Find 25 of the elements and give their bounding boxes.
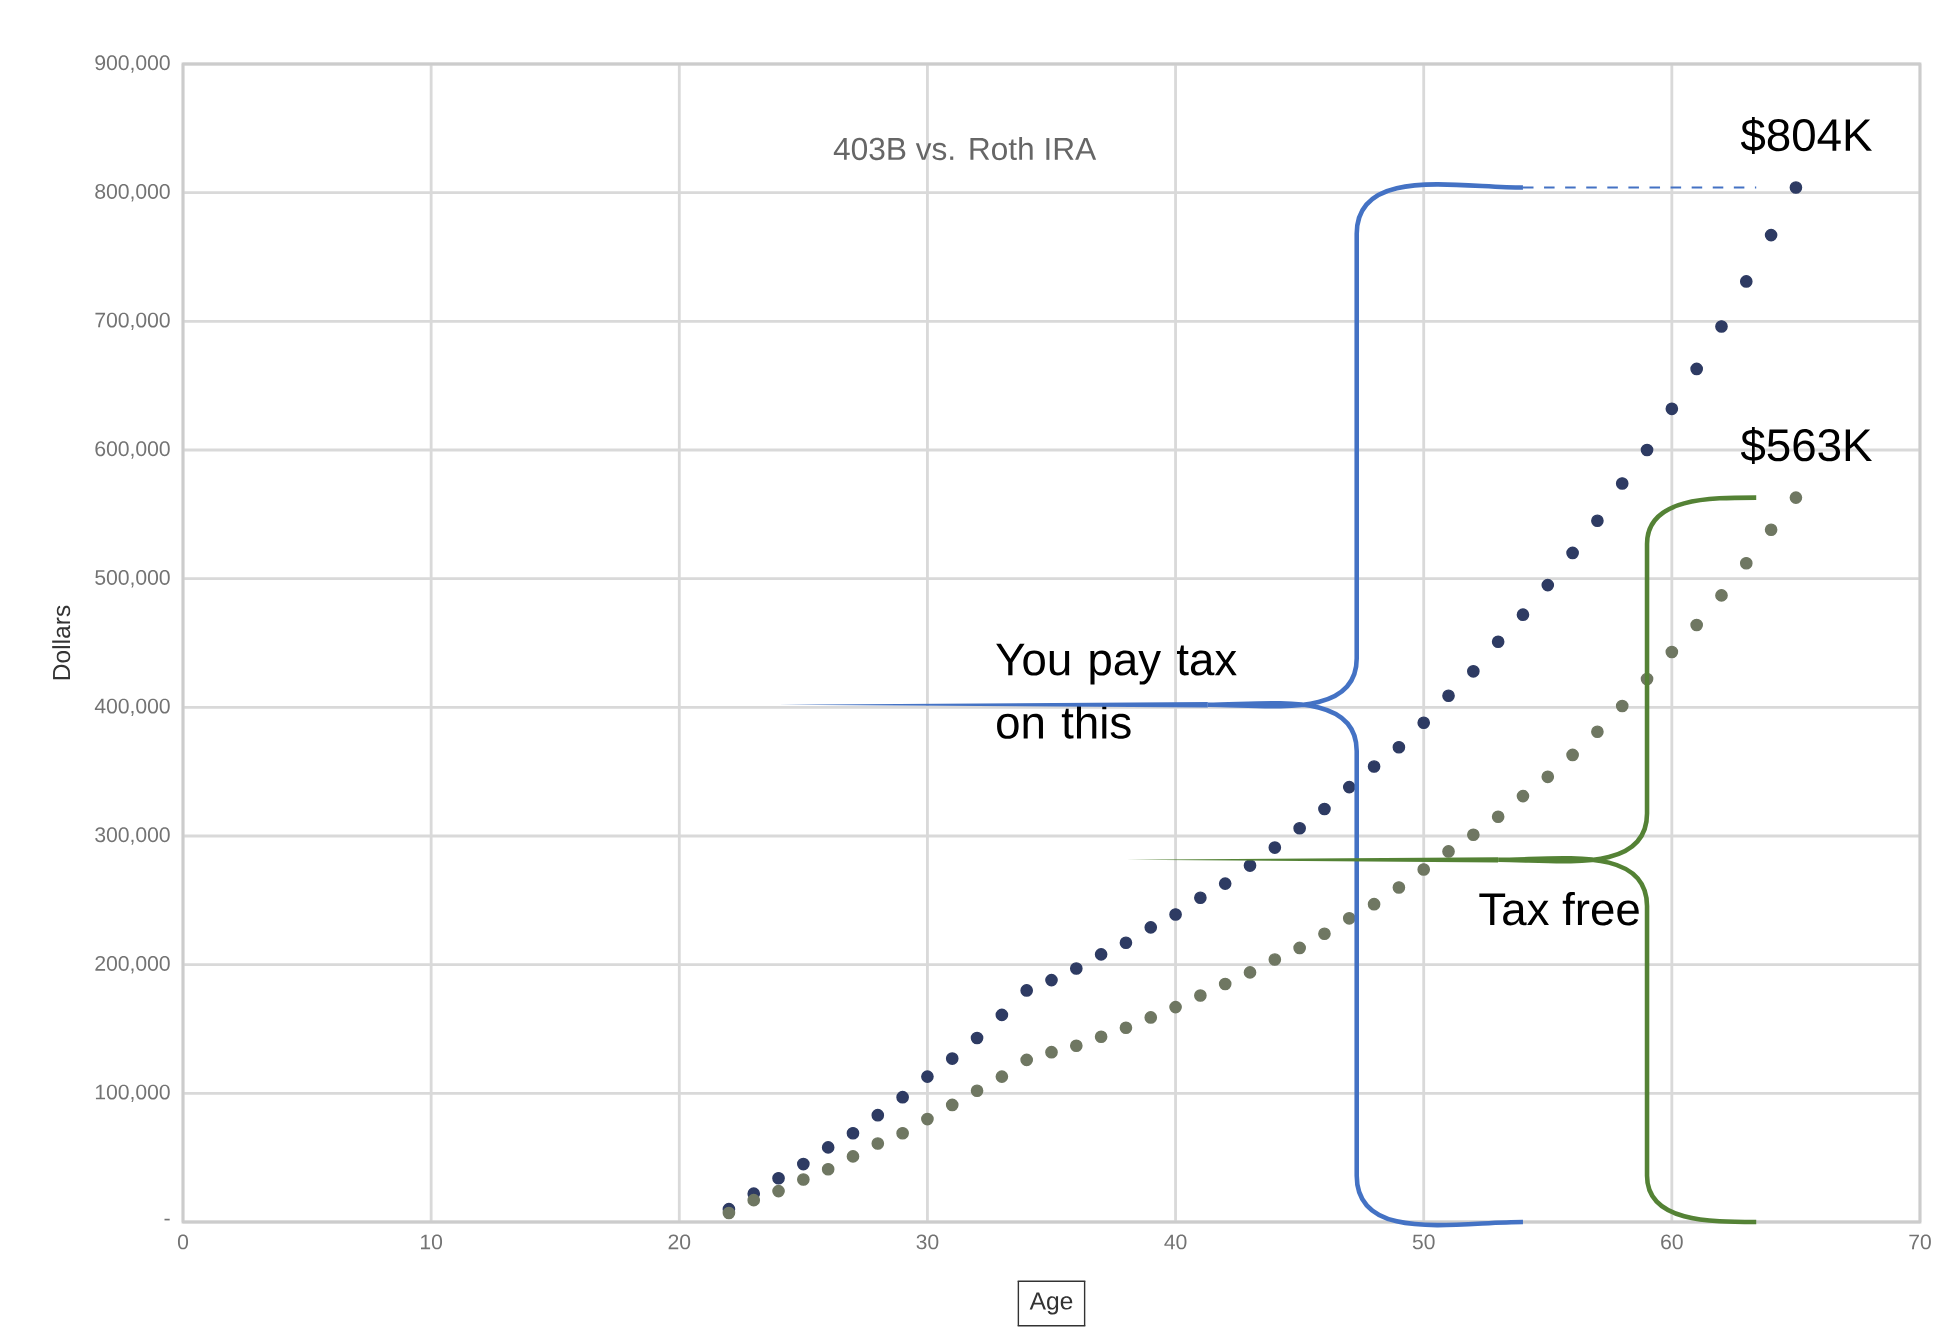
y-axis-title: Dollars (52, 605, 71, 680)
x-tick-label: 40 (1164, 1234, 1187, 1250)
y-tick-label: 100,000 (95, 1084, 170, 1103)
x-tick-label: 70 (1909, 1234, 1931, 1250)
x-tick-label: 10 (421, 1234, 443, 1250)
annotation: $563K (1740, 427, 1872, 465)
y-tick-label: 300,000 (95, 827, 170, 845)
x-tick-label: 0 (177, 1234, 189, 1250)
y-tick-label: 900,000 (95, 55, 170, 73)
y-tick-label: 600,000 (95, 441, 170, 459)
text: 403B vs. Roth IRA (833, 136, 1097, 161)
y-tick-label: 700,000 (95, 312, 170, 331)
x-axis-title: Age (1029, 1292, 1073, 1315)
annotation: Tax free (1479, 891, 1639, 926)
y-tick-label: 500,000 (95, 569, 170, 588)
x-tick-label: 30 (916, 1234, 939, 1250)
x-tick-label: 60 (1661, 1234, 1683, 1250)
annotation: $804K (1740, 117, 1872, 154)
y-tick-label: 400,000 (94, 698, 170, 717)
x-tick-label: 20 (668, 1234, 691, 1250)
x-tick-label: 50 (1412, 1234, 1435, 1250)
y-tick-label: - (164, 1218, 170, 1221)
y-tick-label: 200,000 (95, 955, 170, 974)
annotation: You pay tax on this (996, 643, 1237, 739)
y-tick-label: 800,000 (95, 183, 170, 202)
